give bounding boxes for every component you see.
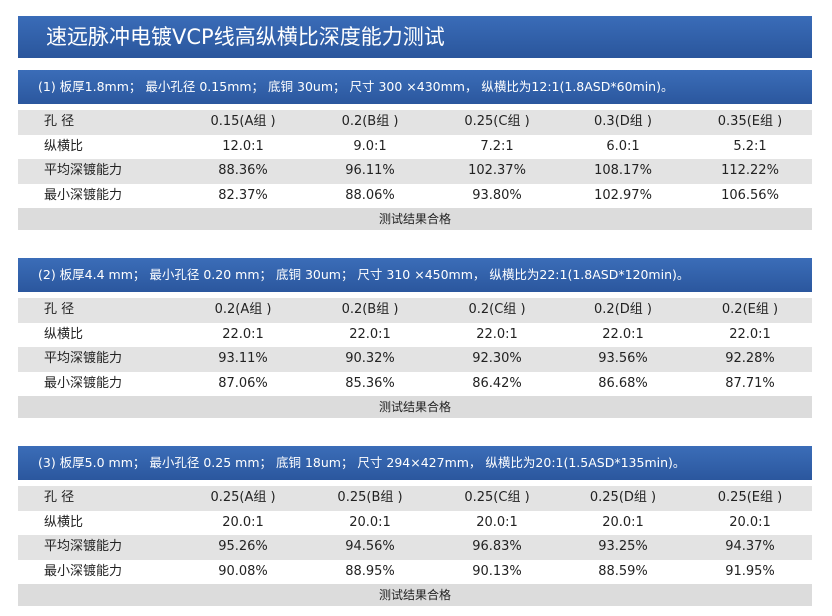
table-cell: 102.37% [468, 163, 526, 178]
section-footer: 测试结果合格 [18, 584, 812, 606]
section-footer: 测试结果合格 [18, 396, 812, 418]
table-cell: 93.56% [598, 351, 648, 366]
table-cell: 0.25(B组 ) [337, 490, 403, 505]
table-cell: 20.0:1 [476, 514, 518, 530]
section-header: (1) 板厚1.8mm； 最小孔径 0.15mm； 底铜 30um； 尺寸 30… [18, 70, 812, 104]
table-cell: 88.95% [345, 563, 395, 579]
table-row [18, 110, 812, 135]
row-label: 纵横比 [44, 514, 84, 530]
table-cell: 0.2(D组 ) [594, 302, 652, 317]
row-label: 孔 径 [44, 490, 75, 505]
row-label: 最小深镀能力 [44, 563, 123, 579]
table-cell: 22.0:1 [476, 326, 518, 342]
table-cell: 22.0:1 [222, 326, 264, 342]
title: 速远脉冲电镀VCP线高纵横比深度能力测试 [18, 16, 812, 58]
table-row [18, 486, 812, 511]
table-row [18, 159, 812, 184]
row-label: 纵横比 [44, 138, 84, 154]
table-cell: 95.26% [218, 539, 268, 554]
table-cell: 90.32% [345, 351, 395, 366]
table-cell: 5.2:1 [733, 138, 767, 154]
row-label: 平均深镀能力 [44, 163, 123, 178]
table-row [18, 535, 812, 560]
table-cell: 0.2(B组 ) [341, 302, 399, 317]
table-cell: 87.71% [725, 375, 775, 391]
table-cell: 86.42% [472, 375, 522, 391]
table-cell: 108.17% [594, 163, 652, 178]
table-cell: 88.36% [218, 163, 268, 178]
table-cell: 93.80% [472, 187, 522, 203]
table-cell: 88.06% [345, 187, 395, 203]
table-cell: 20.0:1 [602, 514, 644, 530]
table-cell: 93.25% [598, 539, 648, 554]
table-cell: 94.56% [345, 539, 395, 554]
table-cell: 0.25(C组 ) [464, 114, 530, 129]
table-cell: 92.28% [725, 351, 775, 366]
row-label: 平均深镀能力 [44, 539, 123, 554]
table-row [18, 347, 812, 372]
table-cell: 0.25(D组 ) [589, 490, 657, 505]
section-footer: 测试结果合格 [18, 208, 812, 230]
row-label: 最小深镀能力 [44, 375, 123, 391]
table-cell: 96.11% [345, 163, 395, 178]
table-cell: 94.37% [725, 539, 775, 554]
table-cell: 0.2(E组 ) [721, 302, 779, 317]
table-cell: 85.36% [345, 375, 395, 391]
table-cell: 92.30% [472, 351, 522, 366]
table-cell: 0.2(B组 ) [341, 114, 399, 129]
row-label: 孔 径 [44, 114, 75, 129]
table-cell: 93.11% [218, 351, 268, 366]
row-label: 纵横比 [44, 326, 84, 342]
table-cell: 20.0:1 [349, 514, 391, 530]
table-cell: 22.0:1 [349, 326, 391, 342]
table-cell: 86.68% [598, 375, 648, 391]
table-cell: 102.97% [594, 187, 652, 203]
table-cell: 82.37% [218, 187, 268, 203]
table-cell: 7.2:1 [480, 138, 514, 154]
table-cell: 22.0:1 [729, 326, 771, 342]
table-cell: 0.2(A组 ) [214, 302, 272, 317]
table-cell: 91.95% [725, 563, 775, 579]
table-cell: 0.2(C组 ) [468, 302, 526, 317]
row-label: 最小深镀能力 [44, 187, 123, 203]
section-header: (2) 板厚4.4 mm； 最小孔径 0.20 mm； 底铜 30um； 尺寸 … [18, 258, 812, 292]
row-label: 平均深镀能力 [44, 351, 123, 366]
table-cell: 88.59% [598, 563, 648, 579]
table-cell: 20.0:1 [729, 514, 771, 530]
table-cell: 12.0:1 [222, 138, 264, 154]
table-cell: 6.0:1 [606, 138, 640, 154]
table-cell: 0.25(C组 ) [464, 490, 530, 505]
table-cell: 0.25(E组 ) [717, 490, 783, 505]
row-label: 孔 径 [44, 302, 75, 317]
table-cell: 112.22% [721, 163, 779, 178]
table-cell: 90.08% [218, 563, 268, 579]
table-cell: 0.35(E组 ) [717, 114, 783, 129]
table-cell: 96.83% [472, 539, 522, 554]
table-cell: 90.13% [472, 563, 522, 579]
table-row [18, 298, 812, 323]
table-cell: 0.25(A组 ) [210, 490, 276, 505]
table-cell: 0.3(D组 ) [594, 114, 652, 129]
table-cell: 87.06% [218, 375, 268, 391]
table-cell: 0.15(A组 ) [210, 114, 276, 129]
section-header: (3) 板厚5.0 mm； 最小孔径 0.25 mm； 底铜 18um； 尺寸 … [18, 446, 812, 480]
table-cell: 106.56% [721, 187, 779, 203]
table-cell: 20.0:1 [222, 514, 264, 530]
table-cell: 9.0:1 [353, 138, 387, 154]
table-cell: 22.0:1 [602, 326, 644, 342]
